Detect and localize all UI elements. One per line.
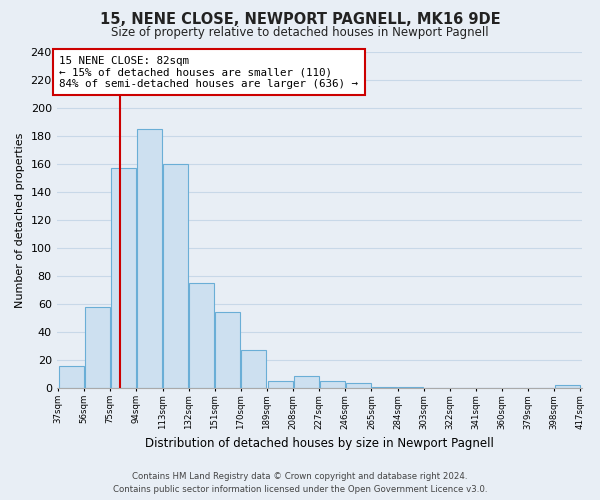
Bar bbox=[111, 168, 136, 388]
Text: Contains HM Land Registry data © Crown copyright and database right 2024.
Contai: Contains HM Land Registry data © Crown c… bbox=[113, 472, 487, 494]
Bar bbox=[241, 350, 266, 388]
Text: 15 NENE CLOSE: 82sqm
← 15% of detached houses are smaller (110)
84% of semi-deta: 15 NENE CLOSE: 82sqm ← 15% of detached h… bbox=[59, 56, 358, 89]
Bar bbox=[555, 386, 580, 388]
Bar bbox=[346, 382, 371, 388]
Bar bbox=[293, 376, 319, 388]
Bar bbox=[163, 164, 188, 388]
Bar bbox=[59, 366, 83, 388]
Y-axis label: Number of detached properties: Number of detached properties bbox=[15, 132, 25, 308]
Bar bbox=[398, 387, 423, 388]
Bar bbox=[189, 283, 214, 388]
Bar bbox=[268, 381, 293, 388]
Bar bbox=[137, 128, 162, 388]
Bar bbox=[85, 307, 110, 388]
Bar bbox=[320, 381, 345, 388]
X-axis label: Distribution of detached houses by size in Newport Pagnell: Distribution of detached houses by size … bbox=[145, 437, 494, 450]
Bar bbox=[372, 387, 397, 388]
Text: Size of property relative to detached houses in Newport Pagnell: Size of property relative to detached ho… bbox=[111, 26, 489, 39]
Bar bbox=[215, 312, 240, 388]
Text: 15, NENE CLOSE, NEWPORT PAGNELL, MK16 9DE: 15, NENE CLOSE, NEWPORT PAGNELL, MK16 9D… bbox=[100, 12, 500, 28]
